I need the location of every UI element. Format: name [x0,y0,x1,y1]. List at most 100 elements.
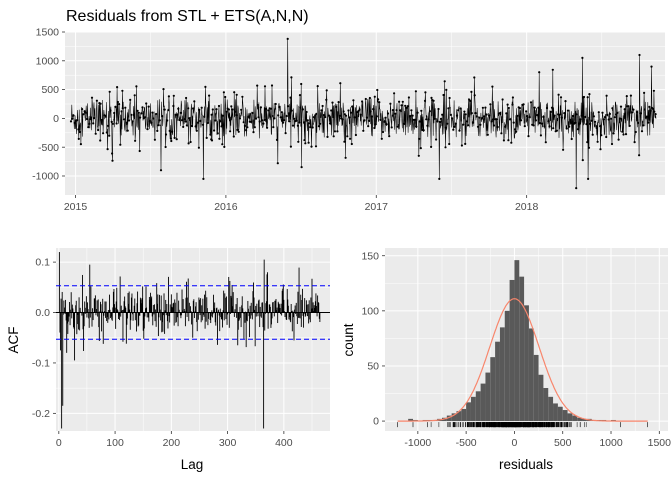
residual-point [79,143,82,146]
residual-point [335,105,338,108]
residual-point [296,124,299,127]
residual-point [97,128,100,132]
residual-point [180,119,184,122]
residual-point [414,90,417,93]
residual-point [444,146,447,149]
residual-point [143,116,147,119]
residual-point [576,128,580,131]
residual-point [409,115,412,118]
residual-point [270,84,274,87]
residual-point [95,99,98,102]
residual-point [495,118,498,121]
residual-point [241,95,244,98]
residual-point [595,125,598,128]
residual-point [380,137,383,140]
residual-point [167,95,170,98]
residual-point [579,118,582,121]
residual-point [218,137,221,140]
histogram-y-tick-label: 150 [361,250,379,262]
histogram-bar [572,415,578,422]
residual-series-y-tick-label: 1500 [36,27,60,39]
residual-point [126,129,129,132]
residual-point [252,131,255,134]
residual-point [163,108,166,111]
residual-point [441,113,444,116]
residual-point [331,101,334,104]
residual-point [359,113,362,116]
residual-point [390,126,393,129]
residual-point [433,117,436,120]
residual-point [141,106,144,109]
residual-point [555,129,559,132]
residual-point [458,129,461,132]
residual-point [243,124,246,127]
residual-point [166,119,169,122]
residual-series-y-ticks: 1500 1000 500 0 -500 -1000 [32,27,65,183]
residual-point [184,120,187,123]
residual-point [559,96,563,99]
residual-point [282,121,285,124]
acf-y-axis-label: ACF [6,327,21,354]
residual-point [235,114,238,117]
residual-point [81,108,84,111]
acf-y-ticks: 0.1 0.0 -0.1 -0.2 [32,257,56,420]
residual-point [108,134,111,137]
residual-point [76,119,79,122]
residual-point [377,98,380,101]
residual-point [481,106,484,109]
residual-point [290,76,293,79]
histogram-bar [553,403,558,422]
residual-series-line [70,38,657,189]
residual-point [173,136,176,139]
residual-point [425,118,428,121]
residual-point [108,90,111,93]
residual-point [109,109,112,112]
residual-point [504,125,507,128]
residual-point [527,135,530,138]
acf-bars [56,252,330,429]
residual-point [291,124,295,127]
residual-point [162,88,165,91]
residual-point [459,107,462,110]
residual-point [262,122,265,125]
residual-point [201,123,205,126]
residual-point [597,111,600,114]
acf-y-tick-label: 0.1 [35,257,50,269]
residual-point [622,133,625,136]
residual-point [393,92,396,95]
residual-point [416,111,419,114]
histogram-bar [466,402,471,422]
residual-point [460,144,463,147]
histogram-x-tick-label: -1000 [404,437,431,449]
residual-point [321,104,324,108]
residual-point [634,130,637,134]
residual-point [451,117,454,120]
residual-point [342,110,345,113]
residual-point [283,119,286,122]
residual-point [183,118,186,121]
residual-point [221,114,224,117]
residual-point [587,177,590,180]
residual-point [347,109,350,112]
residual-point [611,107,614,110]
residual-point [185,96,188,100]
residual-point [307,141,310,144]
residual-point [592,115,596,118]
residual-point [319,122,322,125]
residual-point [182,125,185,128]
residual-point [539,134,543,137]
residual-point [417,154,420,157]
residual-point [594,120,597,123]
acf-x-tick-label: 0 [56,437,62,449]
residual-point [526,115,529,118]
residual-point [111,159,114,162]
residual-point [176,113,179,116]
residual-point [168,129,171,132]
residual-point [152,117,155,120]
residual-point [170,139,173,143]
residual-point [372,108,375,111]
residual-point [391,109,394,112]
residual-series-points [69,37,657,190]
residual-point [548,125,551,128]
residual-point [116,100,119,104]
